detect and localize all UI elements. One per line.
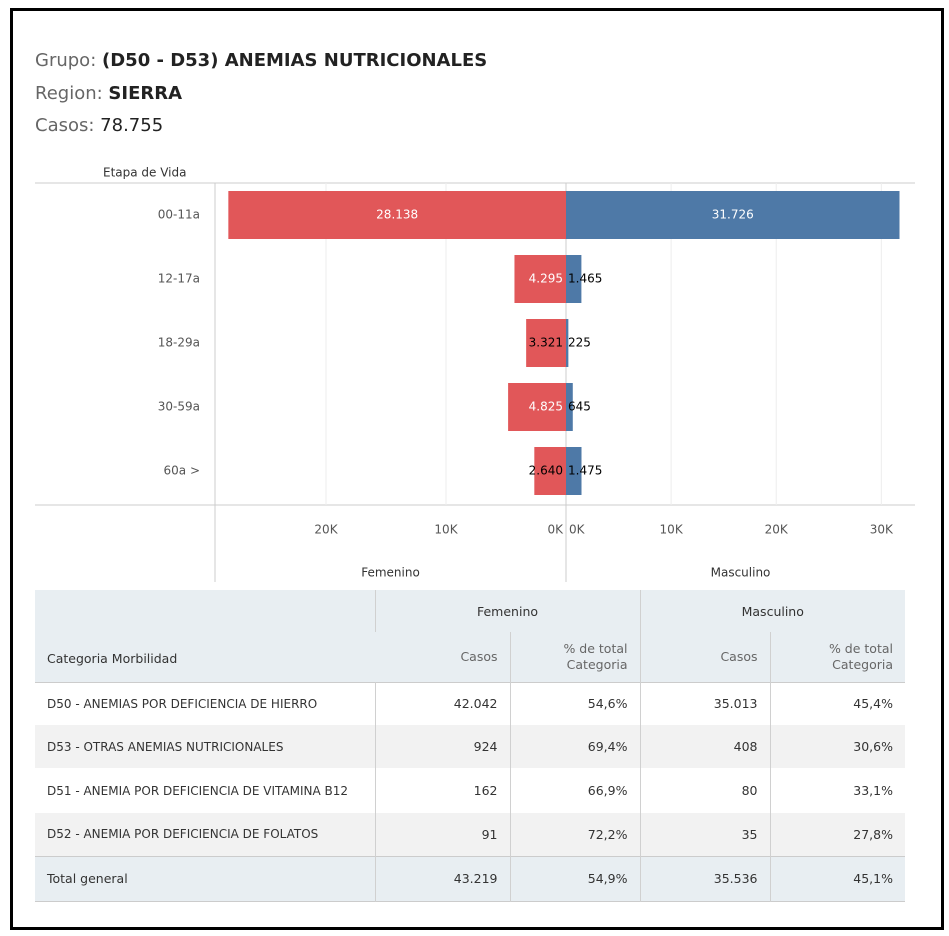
cell: 43.219 xyxy=(374,856,510,901)
cell: 408 xyxy=(639,725,770,768)
value: SIERRA xyxy=(108,83,183,104)
bar xyxy=(566,383,573,431)
cell: 35.013 xyxy=(639,682,770,725)
data-label: 645 xyxy=(568,400,591,414)
cell: 30,6% xyxy=(769,725,905,768)
x-tick-label: 10K xyxy=(434,523,458,537)
region-line: Region: SIERRA xyxy=(35,83,182,104)
bar xyxy=(566,255,582,303)
y-tick-label: 60a > xyxy=(164,464,201,478)
cell: 69,4% xyxy=(509,725,640,768)
table-row: D51 - ANEMIA POR DEFICIENCIA DE VITAMINA… xyxy=(35,768,905,813)
cell: 27,8% xyxy=(769,813,905,856)
x-tick-label: 20K xyxy=(765,523,789,537)
bar xyxy=(514,255,566,303)
data-label: 3.321 xyxy=(529,336,563,350)
y-tick-label: 00-11a xyxy=(158,208,200,222)
cell: D50 - ANEMIAS POR DEFICIENCIA DE HIERRO xyxy=(47,696,318,711)
y-tick-label: 12-17a xyxy=(158,272,200,286)
cell: 45,4% xyxy=(769,682,905,725)
bar xyxy=(526,319,566,367)
cell: 66,9% xyxy=(509,768,640,813)
cell: D53 - OTRAS ANEMIAS NUTRICIONALES xyxy=(47,739,284,754)
cell: 42.042 xyxy=(374,682,510,725)
bar xyxy=(534,447,566,495)
value: (D50 - D53) ANEMIAS NUTRICIONALES xyxy=(102,50,488,71)
data-label: 1.475 xyxy=(568,464,602,478)
header-cell: % de total Categoria xyxy=(509,632,640,682)
cell: D52 - ANEMIA POR DEFICIENCIA DE FOLATOS xyxy=(47,827,319,842)
table-row: D53 - OTRAS ANEMIAS NUTRICIONALES 924 69,4… xyxy=(35,725,905,768)
y-axis-label: Etapa de Vida xyxy=(103,166,187,180)
cell: 80 xyxy=(639,768,770,813)
table-row: D50 - ANEMIAS POR DEFICIENCIA DE HIERRO 4… xyxy=(35,682,905,725)
bar xyxy=(566,191,900,239)
table-row: D52 - ANEMIA POR DEFICIENCIA DE FOLATOS 9… xyxy=(35,813,905,856)
data-label: 4.825 xyxy=(529,400,563,414)
cell: 35.536 xyxy=(639,856,770,901)
x-tick-label: 0K xyxy=(569,523,586,537)
label: Casos: xyxy=(35,115,95,136)
grupo-line: Grupo: (D50 - D53) ANEMIAS NUTRICIONALES xyxy=(35,50,487,71)
axis-title: Masculino xyxy=(711,566,771,580)
cell: 33,1% xyxy=(769,768,905,813)
data-label: 1.465 xyxy=(568,272,602,286)
casos-line: Casos: 78.755 xyxy=(35,115,163,136)
x-tick-label: 0K xyxy=(547,523,564,537)
x-tick-label: 10K xyxy=(660,523,684,537)
chart: Etapa de Vida 0K 10K 20K Femenino 0K 10K 20K 30… xyxy=(35,166,915,582)
value: 78.755 xyxy=(100,115,164,136)
cell: D51 - ANEMIA POR DEFICIENCIA DE VITAMINA… xyxy=(47,783,349,798)
data-label: 28.138 xyxy=(376,208,418,222)
bar xyxy=(566,447,582,495)
cell: 162 xyxy=(374,768,510,813)
cell: 91 xyxy=(374,813,510,856)
group-header: Femenino xyxy=(374,590,640,632)
header-cell: Categoria Morbilidad xyxy=(47,650,178,666)
cell: 35 xyxy=(639,813,770,856)
data-label: 225 xyxy=(568,336,591,350)
header-cell: % de total Categoria xyxy=(769,632,905,682)
axis-title: Femenino xyxy=(361,566,420,580)
header-cell: Casos xyxy=(639,632,770,682)
cell: 54,6% xyxy=(509,682,640,725)
cell: 924 xyxy=(374,725,510,768)
total-row: Total general 43.219 54,9% 35.536 45,1% xyxy=(35,856,905,901)
cell: 72,2% xyxy=(509,813,640,856)
bar xyxy=(566,319,569,367)
y-tick-label: 18-29a xyxy=(158,336,200,350)
bar xyxy=(508,383,566,431)
cell: 54,9% xyxy=(509,856,640,901)
label: Grupo: xyxy=(35,50,97,71)
header-cell: Casos xyxy=(460,648,498,664)
data-label: 31.726 xyxy=(712,208,754,222)
label: Region: xyxy=(35,83,103,104)
data-label: 4.295 xyxy=(529,272,563,286)
bar xyxy=(228,191,566,239)
y-tick-label: 30-59a xyxy=(158,400,200,414)
x-tick-label: 20K xyxy=(314,523,338,537)
table: Categoria Morbilidad Femenino Masculino Cas… xyxy=(35,590,905,902)
data-label: 2.640 xyxy=(529,464,563,478)
group-header: Masculino xyxy=(639,590,905,632)
x-tick-label: 30K xyxy=(870,523,894,537)
frame xyxy=(10,8,944,930)
cell: 45,1% xyxy=(769,856,905,901)
header-row: Categoria Morbilidad Femenino Masculino xyxy=(35,590,905,666)
cell: Total general xyxy=(47,871,128,886)
